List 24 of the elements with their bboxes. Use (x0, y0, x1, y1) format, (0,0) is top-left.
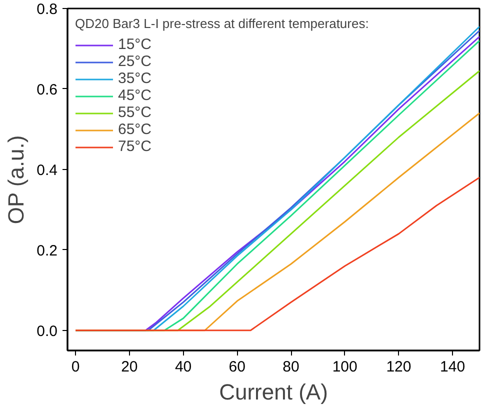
x-tick-label: 80 (282, 358, 300, 376)
y-tick-label: 0.0 (36, 322, 58, 340)
y-tick-label: 0.4 (36, 162, 58, 179)
legend-label: 55°C (118, 104, 152, 121)
legend-label: 25°C (118, 53, 152, 70)
legend-label: 75°C (118, 138, 152, 155)
x-tick-label: 20 (121, 358, 138, 376)
x-tick-label: 60 (228, 358, 246, 376)
legend-label: 45°C (118, 87, 152, 104)
legend-label: 65°C (118, 121, 152, 138)
x-axis-title: Current (A) (219, 380, 328, 404)
y-axis-title: OP (a.u.) (4, 135, 29, 224)
x-tick-label: 40 (174, 358, 192, 376)
x-tick-label: 0 (71, 358, 80, 376)
x-tick-label: 140 (440, 358, 466, 376)
y-tick-label: 0.2 (36, 242, 58, 260)
line-series (74, 176, 480, 332)
legend-label: 35°C (118, 70, 152, 87)
x-tick-label: 120 (386, 358, 412, 376)
legend-title: QD20 Bar3 L-I pre-stress at different temperatures: (75, 16, 369, 31)
y-tick-label: 0.8 (36, 1, 58, 18)
y-tick-label: 0.6 (36, 81, 58, 98)
x-tick-label: 100 (332, 358, 358, 376)
legend-label: 15°C (118, 36, 152, 53)
